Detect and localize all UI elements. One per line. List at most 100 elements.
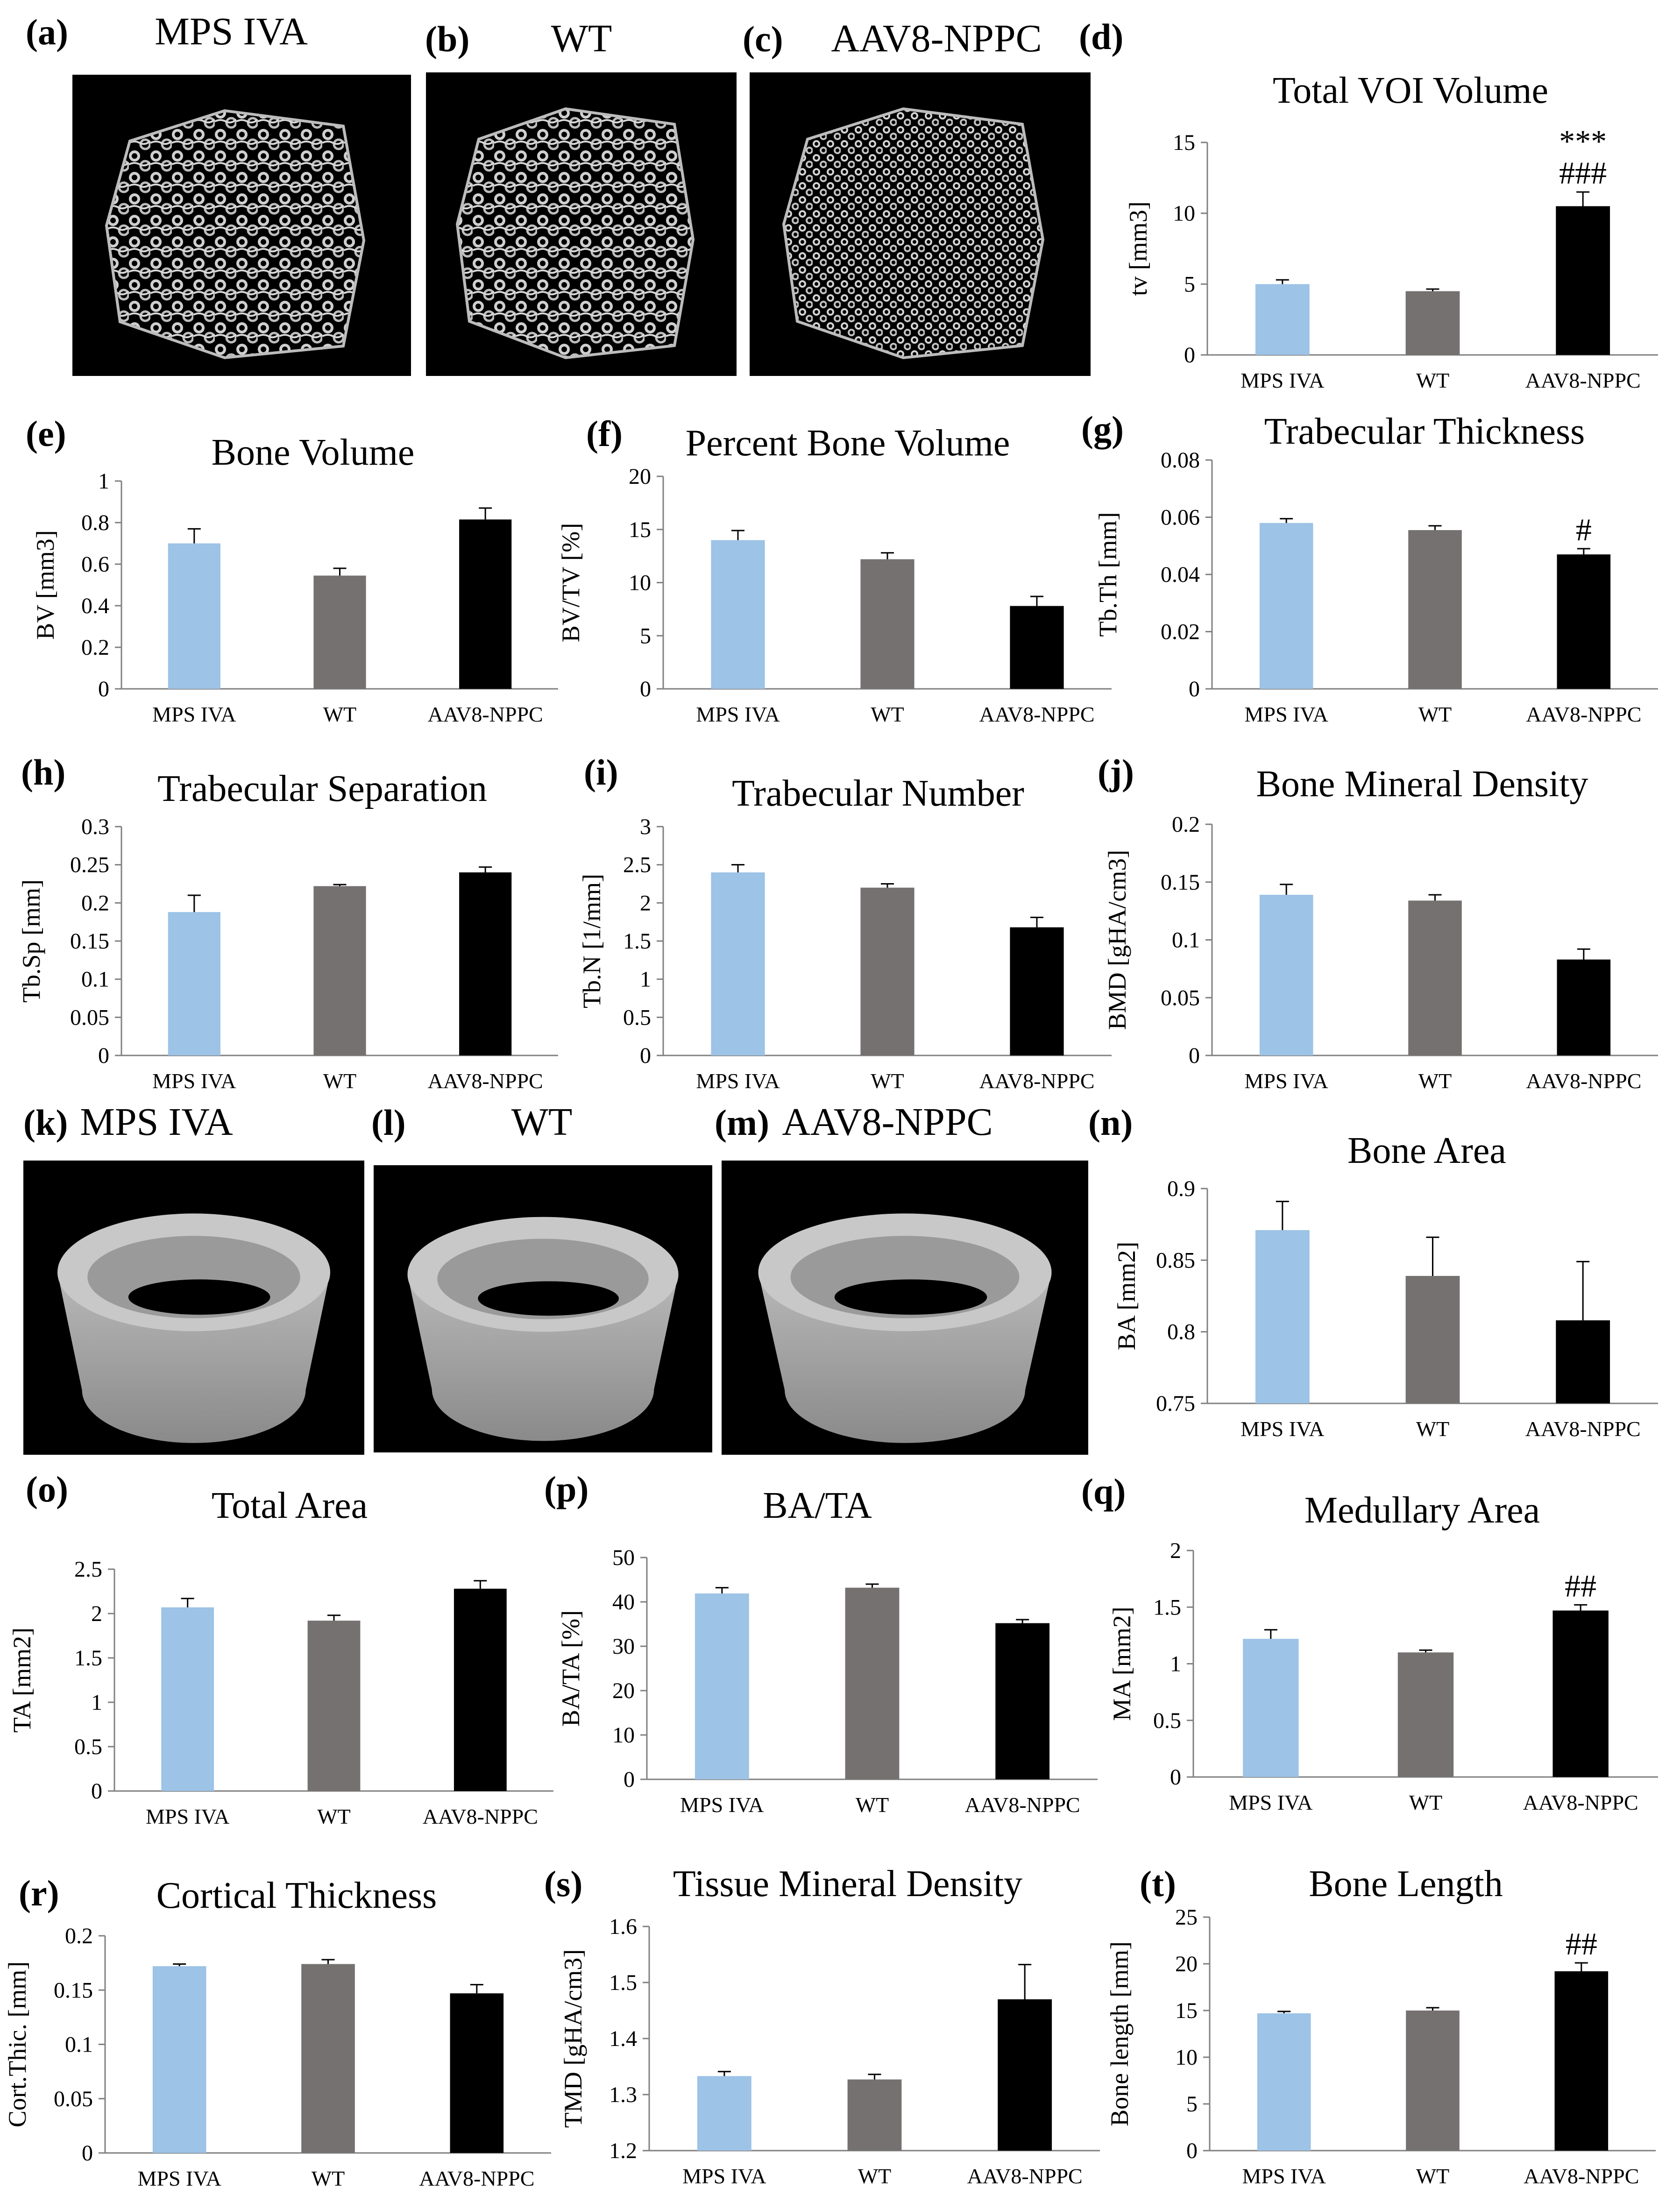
x-category-label: WT [1418, 1069, 1452, 1093]
y-tick-label: 3 [640, 814, 651, 839]
panel-label: (j) [1098, 752, 1134, 793]
y-tick-label: 0 [640, 1043, 651, 1068]
bar-aav8-nppc [1010, 606, 1064, 689]
bar-aav8-nppc [454, 1588, 507, 1791]
significance-mark: # [1576, 512, 1592, 547]
panel-label: (n) [1088, 1102, 1133, 1143]
x-category-label: WT [1418, 702, 1452, 726]
y-tick-label: 0 [1186, 2138, 1198, 2163]
y-tick-label: 50 [612, 1545, 635, 1570]
panel-label: (r) [19, 1873, 59, 1913]
image-title: WT [511, 1100, 573, 1144]
trabecular-bone-render [455, 107, 695, 360]
y-tick-label: 15 [629, 517, 651, 542]
y-axis-label: MA [mm2] [1108, 1607, 1136, 1721]
bar-wt [845, 1587, 900, 1779]
x-category-label: AAV8-NPPC [1525, 368, 1641, 392]
bar-mps-iva [152, 1966, 206, 2153]
x-category-label: MPS IVA [137, 2167, 221, 2190]
chart-r: (r) Cortical Thickness 0 0.05 0.1 0.15 0.2 Cort… [3, 1873, 551, 2190]
chart-g: (g) Trabecular Thickness 0 0.02 0.04 0.06 0.08… [1081, 409, 1658, 726]
significance-mark: ### [1559, 155, 1607, 191]
x-category-label: WT [858, 2164, 892, 2188]
y-tick-label: 0.85 [1156, 1248, 1195, 1273]
y-tick-label: 1.5 [1153, 1595, 1181, 1620]
panel-label: (g) [1081, 409, 1124, 449]
y-tick-label: 0.2 [81, 635, 109, 660]
y-tick-label: 1.5 [623, 929, 651, 954]
bar-aav8-nppc [1554, 1971, 1609, 2151]
chart-o: (o) Total Area 0 0.5 1 1.5 2 2.5 TA [mm2] MPS IVA… [8, 1469, 553, 1828]
bar-aav8-nppc [1010, 927, 1064, 1055]
y-tick-label: 0.05 [70, 1005, 109, 1030]
y-tick-label: 1 [640, 967, 651, 992]
y-axis-label: BA [mm2] [1113, 1242, 1141, 1351]
chart-e: (e) Bone Volume 0 0.2 0.4 0.6 0.8 1 BV [mm3] MPS … [26, 413, 558, 726]
y-tick-label: 0.1 [65, 2032, 93, 2057]
panel-label: (o) [26, 1469, 68, 1509]
y-axis-label: Tb.Sp [mm] [17, 879, 45, 1003]
y-tick-label: 0.5 [74, 1735, 102, 1759]
trabecular-bone-render [105, 109, 366, 360]
y-tick-label: 0 [82, 2141, 93, 2166]
x-category-label: WT [317, 1805, 351, 1828]
y-tick-label: 25 [1175, 1905, 1198, 1930]
bar-aav8-nppc [1556, 206, 1610, 355]
x-category-label: WT [1409, 1791, 1443, 1814]
x-category-label: MPS IVA [696, 702, 780, 726]
y-tick-label: 10 [612, 1723, 635, 1748]
chart-title: Bone Area [1347, 1130, 1506, 1171]
panel-label: (b) [425, 19, 469, 59]
chart-q: (q) Medullary Area 0 0.5 1 1.5 2 MA [mm2] MPS IV… [1081, 1471, 1658, 1814]
x-category-label: AAV8-NPPC [1526, 702, 1641, 726]
y-tick-label: 0.15 [70, 929, 109, 954]
y-axis-label: Tb.Th [mm] [1094, 512, 1122, 637]
x-category-label: AAV8-NPPC [1523, 1791, 1638, 1814]
y-tick-label: 1.4 [609, 2026, 637, 2051]
y-tick-label: 5 [640, 623, 651, 648]
chart-title: Bone Length [1309, 1863, 1503, 1905]
cortical-bone-render [57, 1213, 330, 1443]
bar-aav8-nppc [459, 872, 512, 1055]
panel-label: (i) [584, 752, 618, 793]
chart-t: (t) Bone Length 0 5 10 15 20 25 Bone length [mm]… [1106, 1863, 1656, 2188]
x-category-label: MPS IVA [146, 1805, 229, 1828]
chart-title: Bone Mineral Density [1256, 764, 1588, 805]
image-title: AAV8-NPPC [831, 17, 1042, 60]
bar-mps-iva [1255, 1230, 1310, 1403]
bar-mps-iva [168, 543, 220, 689]
chart-i: (i) Trabecular Number 0 0.5 1 1.5 2 2.5 3 Tb.N [1… [578, 752, 1112, 1093]
image-title: MPS IVA [155, 10, 308, 53]
significance-mark: ## [1565, 1568, 1596, 1603]
y-tick-label: 0.05 [1161, 985, 1200, 1010]
panel-label: (h) [21, 752, 65, 793]
y-tick-label: 0.02 [1161, 620, 1200, 644]
chart-s: (s) Tissue Mineral Density 1.2 1.3 1.4 1.5 1.6… [544, 1863, 1100, 2188]
y-tick-label: 0 [91, 1779, 102, 1804]
y-tick-label: 0.5 [1153, 1708, 1181, 1733]
chart-j: (j) Bone Mineral Density 0 0.05 0.1 0.15 0.2 BM… [1098, 752, 1658, 1093]
chart-title: Trabecular Number [732, 773, 1024, 814]
panel-label: (p) [544, 1469, 588, 1509]
x-category-label: MPS IVA [1242, 2164, 1326, 2188]
y-tick-label: 0 [1184, 343, 1195, 368]
x-category-label: WT [1416, 2164, 1450, 2188]
y-tick-label: 1 [1170, 1652, 1181, 1677]
y-tick-label: 0.1 [81, 967, 109, 992]
image-panel-c: (c) AAV8-NPPC [743, 17, 1091, 376]
panel-label: (s) [544, 1863, 582, 1904]
y-tick-label: 20 [629, 464, 651, 489]
y-tick-label: 0.6 [81, 552, 109, 577]
y-tick-label: 1.5 [74, 1646, 102, 1671]
y-tick-label: 0.15 [1161, 870, 1200, 895]
y-tick-label: 15 [1173, 130, 1195, 155]
y-tick-label: 30 [612, 1634, 635, 1659]
chart-title: Percent Bone Volume [686, 423, 1010, 464]
y-axis-label: TA [mm2] [8, 1628, 36, 1733]
x-category-label: AAV8-NPPC [965, 1793, 1080, 1817]
bar-mps-iva [1259, 894, 1313, 1055]
chart-d: (d) Total VOI Volume 0 5 10 15 tv [mm3] MPS IVA… [1079, 16, 1658, 392]
significance-mark: *** [1559, 123, 1607, 159]
trabecular-bone-render [782, 107, 1045, 360]
